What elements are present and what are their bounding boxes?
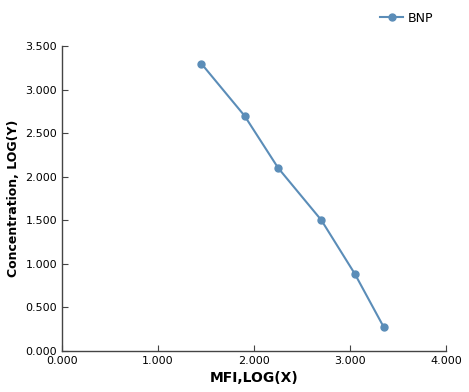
BNP <box>198 61 204 66</box>
Line: BNP: BNP <box>198 60 387 330</box>
BNP <box>242 113 247 118</box>
X-axis label: MFI,LOG(X): MFI,LOG(X) <box>210 371 299 385</box>
BNP <box>352 272 358 276</box>
Y-axis label: Concentration, LOG(Y): Concentration, LOG(Y) <box>7 120 20 277</box>
BNP <box>275 165 281 170</box>
BNP <box>381 325 386 330</box>
Legend: BNP: BNP <box>376 7 439 30</box>
BNP <box>318 218 324 223</box>
